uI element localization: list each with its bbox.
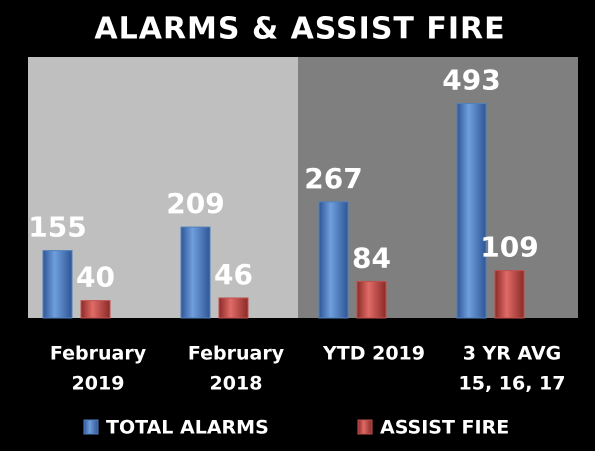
data-label: 209 [166, 187, 224, 220]
x-tick-label: 2018 [210, 373, 263, 395]
bar [180, 226, 211, 319]
bar [80, 300, 111, 319]
legend-swatch [83, 419, 99, 435]
x-tick-label: 2019 [72, 373, 125, 395]
data-label: 155 [28, 211, 86, 244]
bar [42, 250, 73, 319]
plot-panel-left [28, 57, 298, 318]
x-tick-label: February [188, 343, 285, 365]
bar [456, 103, 487, 319]
x-tick-label: 15, 16, 17 [459, 373, 566, 395]
chart-title: ALARMS & ASSIST FIRE [94, 12, 505, 47]
legend-label: ASSIST FIRE [380, 417, 509, 439]
x-tick-label: February [50, 343, 147, 365]
bar [356, 280, 387, 319]
x-tick-label: 3 YR AVG [463, 343, 562, 365]
data-label: 46 [214, 258, 253, 291]
data-label: 267 [304, 162, 362, 195]
x-tick-label: YTD 2019 [322, 343, 425, 365]
legend-label: TOTAL ALARMS [106, 417, 269, 439]
data-label: 493 [442, 64, 500, 97]
bar [494, 270, 525, 319]
data-label: 40 [76, 261, 115, 294]
bar [218, 297, 249, 319]
data-label: 109 [480, 231, 538, 264]
bar [318, 201, 349, 319]
legend-swatch [357, 419, 373, 435]
data-label: 84 [352, 241, 391, 274]
